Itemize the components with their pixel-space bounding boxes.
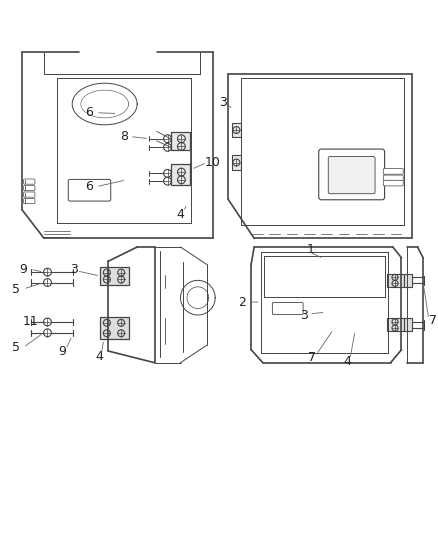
Bar: [100, 317, 128, 340]
Text: 9: 9: [58, 345, 66, 358]
FancyBboxPatch shape: [68, 180, 111, 201]
FancyBboxPatch shape: [24, 198, 35, 204]
Text: 10: 10: [205, 156, 221, 169]
FancyBboxPatch shape: [24, 192, 35, 197]
Bar: [171, 132, 190, 150]
Text: 3: 3: [219, 96, 226, 109]
Bar: [387, 319, 404, 332]
Text: 4: 4: [177, 207, 184, 221]
Text: 1: 1: [307, 243, 314, 256]
Bar: [171, 164, 190, 185]
Text: 5: 5: [12, 341, 20, 354]
FancyBboxPatch shape: [24, 185, 35, 191]
FancyBboxPatch shape: [24, 179, 35, 184]
Text: 4: 4: [95, 350, 103, 363]
Text: 6: 6: [85, 180, 93, 193]
Text: 11: 11: [22, 316, 38, 328]
Text: 3: 3: [71, 263, 78, 276]
FancyBboxPatch shape: [328, 157, 375, 193]
FancyBboxPatch shape: [383, 168, 403, 174]
Text: 4: 4: [343, 355, 351, 368]
Text: 6: 6: [85, 106, 93, 119]
FancyBboxPatch shape: [319, 149, 385, 200]
Bar: [232, 123, 241, 138]
FancyBboxPatch shape: [383, 175, 403, 181]
Bar: [100, 268, 128, 285]
Text: 3: 3: [300, 309, 308, 321]
Text: 7: 7: [308, 351, 316, 364]
FancyBboxPatch shape: [383, 180, 403, 186]
Bar: [232, 155, 241, 170]
FancyBboxPatch shape: [272, 302, 303, 314]
Text: 8: 8: [120, 130, 128, 143]
Text: 9: 9: [19, 263, 27, 276]
Bar: [387, 274, 404, 287]
Bar: [404, 319, 412, 332]
Text: 5: 5: [12, 282, 20, 295]
Bar: [404, 274, 412, 287]
Text: 7: 7: [429, 314, 437, 327]
Text: 2: 2: [239, 295, 247, 309]
